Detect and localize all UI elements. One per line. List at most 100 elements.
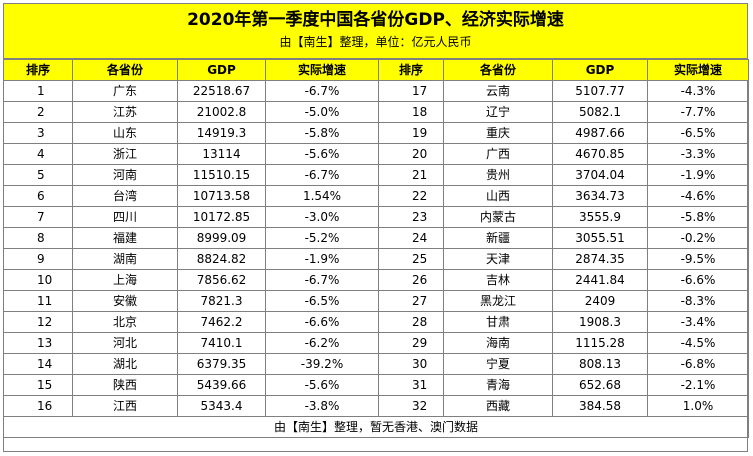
cell-province[interactable]: 陕西 <box>72 374 178 396</box>
cell-growth-right[interactable]: 1.0% <box>647 395 749 417</box>
cell-province[interactable]: 福建 <box>72 227 178 249</box>
cell-growth-right[interactable]: -2.1% <box>647 374 749 396</box>
cell-growth[interactable]: -6.2% <box>265 332 379 354</box>
cell-gdp-right[interactable]: 5082.1 <box>552 101 648 123</box>
cell-rank-right[interactable]: 21 <box>378 164 444 186</box>
header-growth[interactable]: 实际增速 <box>265 59 379 81</box>
cell-growth[interactable]: -5.6% <box>265 143 379 165</box>
cell-gdp[interactable]: 8999.09 <box>177 227 266 249</box>
cell-gdp[interactable]: 7410.1 <box>177 332 266 354</box>
cell-rank[interactable]: 1 <box>3 80 73 102</box>
cell-growth-right[interactable]: -7.7% <box>647 101 749 123</box>
cell-growth[interactable]: -5.0% <box>265 101 379 123</box>
cell-gdp-right[interactable]: 384.58 <box>552 395 648 417</box>
cell-growth-right[interactable]: -1.9% <box>647 164 749 186</box>
header-growth-right[interactable]: 实际增速 <box>647 59 749 81</box>
cell-gdp-right[interactable]: 2409 <box>552 290 648 312</box>
cell-growth[interactable]: -39.2% <box>265 353 379 375</box>
cell-province-right[interactable]: 天津 <box>443 248 553 270</box>
cell-province[interactable]: 河北 <box>72 332 178 354</box>
cell-gdp-right[interactable]: 3704.04 <box>552 164 648 186</box>
cell-gdp-right[interactable]: 2874.35 <box>552 248 648 270</box>
cell-rank-right[interactable]: 28 <box>378 311 444 333</box>
cell-gdp[interactable]: 7856.62 <box>177 269 266 291</box>
header-gdp-right[interactable]: GDP <box>552 59 648 81</box>
cell-rank[interactable]: 12 <box>3 311 73 333</box>
cell-growth[interactable]: -6.7% <box>265 269 379 291</box>
cell-rank[interactable]: 9 <box>3 248 73 270</box>
cell-gdp-right[interactable]: 1115.28 <box>552 332 648 354</box>
cell-gdp-right[interactable]: 2441.84 <box>552 269 648 291</box>
cell-gdp-right[interactable]: 1908.3 <box>552 311 648 333</box>
cell-growth[interactable]: -3.8% <box>265 395 379 417</box>
cell-growth-right[interactable]: -5.8% <box>647 206 749 228</box>
cell-province[interactable]: 湖南 <box>72 248 178 270</box>
cell-rank-right[interactable]: 22 <box>378 185 444 207</box>
cell-gdp[interactable]: 13114 <box>177 143 266 165</box>
cell-gdp[interactable]: 22518.67 <box>177 80 266 102</box>
cell-province[interactable]: 台湾 <box>72 185 178 207</box>
header-province[interactable]: 各省份 <box>72 59 178 81</box>
cell-rank[interactable]: 2 <box>3 101 73 123</box>
cell-province-right[interactable]: 云南 <box>443 80 553 102</box>
cell-gdp[interactable]: 21002.8 <box>177 101 266 123</box>
cell-gdp[interactable]: 10172.85 <box>177 206 266 228</box>
cell-province-right[interactable]: 吉林 <box>443 269 553 291</box>
cell-rank-right[interactable]: 31 <box>378 374 444 396</box>
cell-growth[interactable]: -1.9% <box>265 248 379 270</box>
cell-growth[interactable]: -5.8% <box>265 122 379 144</box>
cell-gdp[interactable]: 7821.3 <box>177 290 266 312</box>
footer-note[interactable]: 由【南生】整理，暂无香港、澳门数据 <box>3 416 749 438</box>
cell-gdp-right[interactable]: 4670.85 <box>552 143 648 165</box>
cell-province[interactable]: 山东 <box>72 122 178 144</box>
cell-province-right[interactable]: 海南 <box>443 332 553 354</box>
cell-rank-right[interactable]: 23 <box>378 206 444 228</box>
cell-rank-right[interactable]: 30 <box>378 353 444 375</box>
cell-province-right[interactable]: 辽宁 <box>443 101 553 123</box>
cell-gdp-right[interactable]: 652.68 <box>552 374 648 396</box>
header-province-right[interactable]: 各省份 <box>443 59 553 81</box>
cell-growth-right[interactable]: -6.8% <box>647 353 749 375</box>
cell-rank[interactable]: 8 <box>3 227 73 249</box>
cell-province[interactable]: 江西 <box>72 395 178 417</box>
cell-rank-right[interactable]: 25 <box>378 248 444 270</box>
cell-growth-right[interactable]: -8.3% <box>647 290 749 312</box>
cell-province-right[interactable]: 山西 <box>443 185 553 207</box>
cell-rank-right[interactable]: 32 <box>378 395 444 417</box>
cell-province[interactable]: 浙江 <box>72 143 178 165</box>
cell-province[interactable]: 广东 <box>72 80 178 102</box>
cell-growth-right[interactable]: -4.3% <box>647 80 749 102</box>
cell-province-right[interactable]: 内蒙古 <box>443 206 553 228</box>
cell-growth[interactable]: -5.2% <box>265 227 379 249</box>
cell-rank[interactable]: 7 <box>3 206 73 228</box>
cell-province-right[interactable]: 黑龙江 <box>443 290 553 312</box>
cell-rank[interactable]: 5 <box>3 164 73 186</box>
cell-province-right[interactable]: 新疆 <box>443 227 553 249</box>
cell-rank[interactable]: 13 <box>3 332 73 354</box>
cell-gdp-right[interactable]: 3055.51 <box>552 227 648 249</box>
cell-province-right[interactable]: 甘肃 <box>443 311 553 333</box>
cell-growth-right[interactable]: -4.6% <box>647 185 749 207</box>
cell-province-right[interactable]: 广西 <box>443 143 553 165</box>
cell-rank[interactable]: 14 <box>3 353 73 375</box>
cell-rank-right[interactable]: 17 <box>378 80 444 102</box>
header-rank[interactable]: 排序 <box>3 59 73 81</box>
cell-gdp-right[interactable]: 3634.73 <box>552 185 648 207</box>
cell-gdp-right[interactable]: 4987.66 <box>552 122 648 144</box>
cell-growth-right[interactable]: -4.5% <box>647 332 749 354</box>
cell-gdp[interactable]: 10713.58 <box>177 185 266 207</box>
cell-growth[interactable]: -6.7% <box>265 80 379 102</box>
cell-province[interactable]: 北京 <box>72 311 178 333</box>
cell-growth[interactable]: -5.6% <box>265 374 379 396</box>
cell-gdp[interactable]: 8824.82 <box>177 248 266 270</box>
cell-gdp-right[interactable]: 3555.9 <box>552 206 648 228</box>
cell-rank-right[interactable]: 19 <box>378 122 444 144</box>
cell-growth[interactable]: -6.6% <box>265 311 379 333</box>
cell-growth-right[interactable]: -6.5% <box>647 122 749 144</box>
cell-rank-right[interactable]: 20 <box>378 143 444 165</box>
cell-gdp-right[interactable]: 808.13 <box>552 353 648 375</box>
cell-rank[interactable]: 11 <box>3 290 73 312</box>
cell-gdp-right[interactable]: 5107.77 <box>552 80 648 102</box>
cell-rank[interactable]: 10 <box>3 269 73 291</box>
cell-rank-right[interactable]: 18 <box>378 101 444 123</box>
